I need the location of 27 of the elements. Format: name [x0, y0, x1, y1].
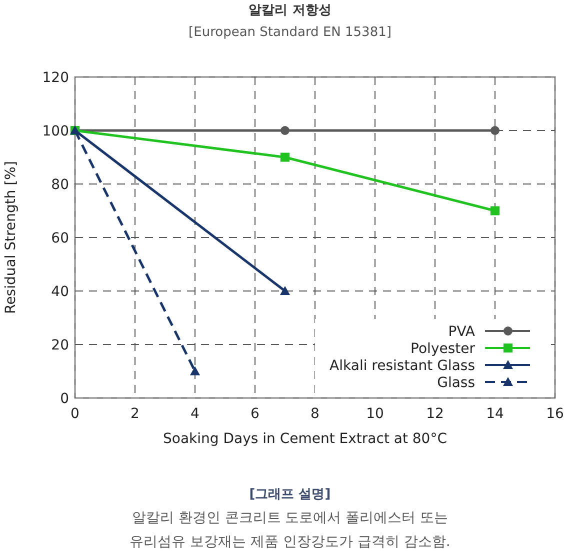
x-tick-label: 12 [426, 406, 444, 422]
x-tick-label: 0 [70, 406, 80, 422]
text: [그래프 설명] [249, 487, 331, 502]
x-tick-label: 2 [130, 406, 140, 422]
x-tick-label: 14 [486, 406, 504, 422]
text: 유리섬유 보강재는 제품 인장강도가 급격히 감소함. [130, 534, 450, 550]
x-tick-label: 6 [250, 406, 260, 422]
legend-label: PVA [448, 324, 476, 340]
legend-label: Alkali resistant Glass [330, 358, 475, 374]
y-tick-label: 0 [60, 391, 69, 407]
x-tick-label: 10 [366, 406, 384, 422]
chart-title: 알칼리 저항성 [248, 3, 332, 18]
x-tick-label: 4 [190, 406, 200, 422]
x-tick-label: 16 [546, 406, 564, 422]
legend-label: Polyester [410, 341, 476, 357]
y-axis-title: Residual Strength [%] [3, 161, 19, 314]
y-tick-label: 20 [51, 338, 69, 354]
y-tick-label: 80 [51, 177, 69, 193]
y-tick-label: 60 [51, 230, 69, 246]
y-tick-label: 100 [42, 124, 69, 140]
legend-label: Glass [437, 375, 475, 391]
x-axis-title: Soaking Days in Cement Extract at 80°C [163, 431, 448, 447]
text: 알칼리 환경인 콘크리트 도로에서 폴리에스터 또는 [132, 510, 448, 526]
y-tick-label: 40 [51, 284, 69, 300]
x-tick-label: 8 [310, 406, 320, 422]
chart-subtitle: [European Standard EN 15381] [188, 25, 392, 40]
y-tick-label: 120 [42, 70, 69, 86]
